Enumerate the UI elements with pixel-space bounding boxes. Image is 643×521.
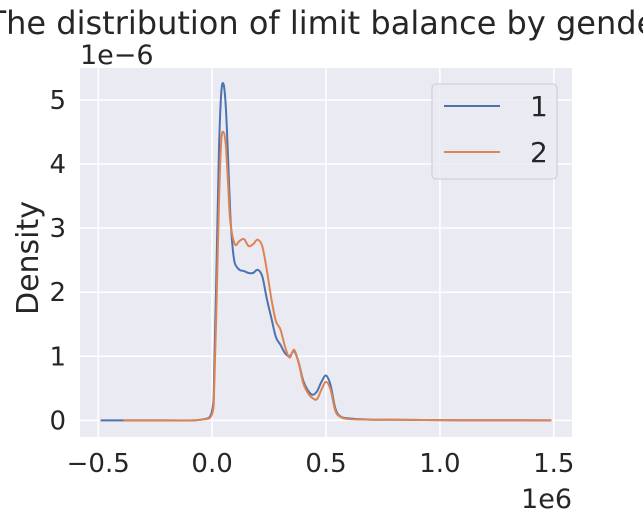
y-tick-label: 3	[49, 214, 66, 244]
x-tick-label: 0.0	[191, 449, 232, 479]
y-tick-label: 4	[49, 150, 66, 180]
y-tick-label: 5	[49, 86, 66, 116]
legend: 12	[431, 83, 558, 180]
y-tick-label: 1	[49, 342, 66, 372]
y-tick-label: 2	[49, 278, 66, 308]
chart-title: The distribution of limit balance by gen…	[0, 4, 643, 42]
x-tick-label: 1.0	[419, 449, 460, 479]
y-tick-labels: 0 1 2 3 4 5	[49, 86, 66, 436]
series-layer	[100, 82, 552, 422]
legend-label-1: 1	[530, 90, 548, 123]
x-tick-label: 1.5	[533, 449, 574, 479]
y-axis-label: Density	[11, 201, 46, 315]
x-tick-label: −0.5	[67, 449, 130, 479]
y-offset-label: 1e−6	[80, 40, 154, 71]
legend-label-2: 2	[530, 136, 548, 169]
y-tick-label: 0	[49, 406, 66, 436]
x-tick-label: 0.5	[305, 449, 346, 479]
x-offset-label: 1e6	[521, 484, 572, 515]
series-line-2	[123, 130, 552, 422]
legend-frame	[431, 83, 558, 180]
x-tick-labels: −0.5 0.0 0.5 1.0 1.5	[67, 449, 575, 479]
